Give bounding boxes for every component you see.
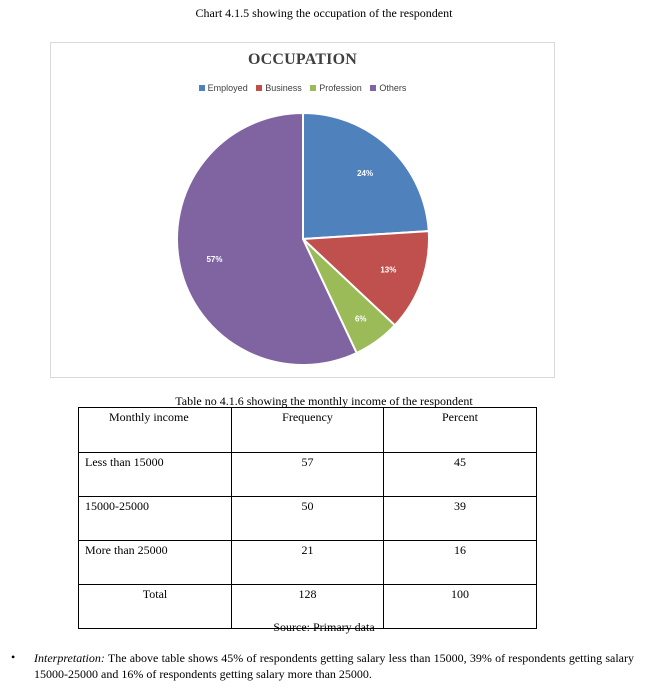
header-monthly-income: Monthly income [78,407,232,453]
cell-total-frequency: 128 [231,584,384,629]
cell-income: More than 25000 [78,540,232,585]
cell-total-label: Total [78,584,232,629]
header-frequency: Frequency [231,407,384,453]
interpretation-lead: Interpretation: [34,651,105,665]
cell-frequency: 50 [231,496,384,541]
cell-total-percent: 100 [383,584,537,629]
interpretation-text: The above table shows 45% of respondents… [34,651,634,681]
legend-label-business: Business [265,83,302,93]
legend-label-profession: Profession [319,83,362,93]
table-row: Less than 15000 57 45 [78,452,537,497]
income-table: Monthly income Frequency Percent Less th… [78,407,537,629]
chart-legend: Employed Business Profession Others [51,83,554,93]
cell-frequency: 21 [231,540,384,585]
pie-slice-others [176,111,358,366]
legend-item-employed: Employed [198,83,248,93]
cell-income: Less than 15000 [78,452,232,497]
legend-item-others: Others [370,83,406,93]
pie-slice-business [300,230,430,327]
interpretation-paragraph: Interpretation: The above table shows 45… [34,650,634,682]
cell-percent: 39 [383,496,537,541]
legend-label-others: Others [379,83,407,93]
pie-label-profession: 6% [355,315,367,324]
source-note: Source: Primary data [273,620,375,634]
legend-item-profession: Profession [310,83,362,93]
legend-label-employed: Employed [207,83,248,93]
header-percent: Percent [383,407,537,453]
pie-label-business: 13% [380,266,396,275]
table-row: 15000-25000 50 39 [78,496,537,541]
cell-frequency: 57 [231,452,384,497]
legend-swatch-business [256,85,263,91]
cell-percent: 45 [383,452,537,497]
legend-swatch-profession [310,85,317,91]
table-header-row: Monthly income Frequency Percent [78,407,537,453]
chart-frame: OCCUPATION Employed Business Profession … [50,42,555,378]
pie-slice-employed [302,111,430,241]
bullet-icon: • [11,650,16,664]
chart-title: OCCUPATION [248,51,357,68]
table-caption: Table no 4.1.6 showing the monthly incom… [175,394,473,408]
table-total-row: Total 128 100 [78,584,537,629]
legend-swatch-others [370,85,377,91]
legend-swatch-employed [198,85,205,91]
chart-caption: Chart 4.1.5 showing the occupation of th… [195,6,453,20]
table-row: More than 25000 21 16 [78,540,537,585]
cell-percent: 16 [383,540,537,585]
pie-label-employed: 24% [357,169,373,178]
pie-label-others: 57% [206,255,222,264]
legend-item-business: Business [256,83,302,93]
cell-income: 15000-25000 [78,496,232,541]
pie-chart: 24% 13% 6% 57% [176,111,430,366]
